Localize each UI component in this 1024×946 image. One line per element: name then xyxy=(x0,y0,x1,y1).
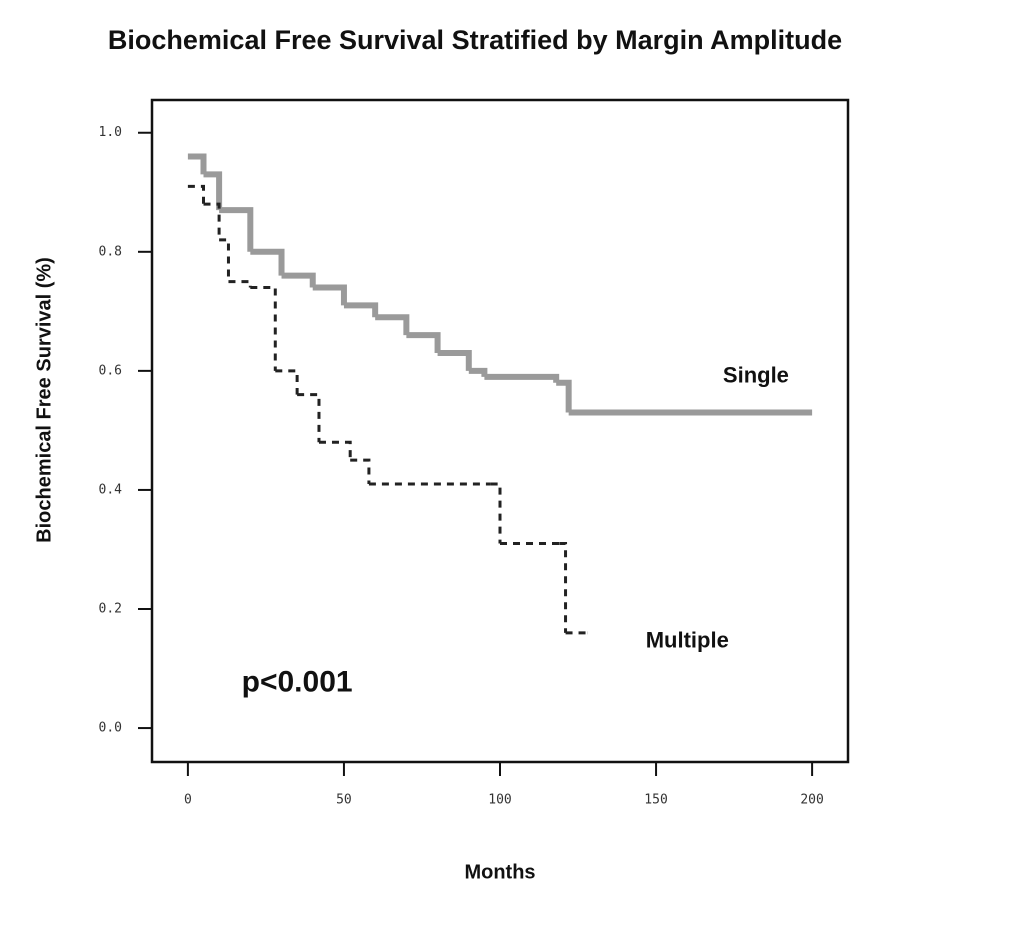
survival-step xyxy=(250,286,277,371)
x-tick-label: 0 xyxy=(184,793,192,808)
y-tick-label: 1.0 xyxy=(99,125,122,140)
survival-step xyxy=(187,184,205,205)
survival-step xyxy=(250,248,285,276)
survival-step xyxy=(312,284,347,306)
survival-step xyxy=(297,393,321,443)
x-tick-label: 200 xyxy=(800,793,823,808)
survival-step xyxy=(228,280,252,288)
y-axis-label: Biochemical Free Survival (%) xyxy=(33,257,55,543)
chart-title: Biochemical Free Survival Stratified by … xyxy=(108,25,842,55)
survival-step xyxy=(350,458,371,484)
survival-step xyxy=(187,153,207,175)
annotation: Multiple xyxy=(646,628,729,653)
annotation: Single xyxy=(723,363,789,388)
survival-step xyxy=(406,332,441,354)
plot-frame xyxy=(150,98,850,764)
y-tick-label: 0.2 xyxy=(99,602,122,617)
survival-step xyxy=(275,369,299,395)
survival-step xyxy=(219,238,230,282)
survival-step xyxy=(556,379,572,413)
survival-step xyxy=(318,440,352,461)
y-tick-label: 0.8 xyxy=(99,244,122,259)
x-axis-label: Months xyxy=(464,861,535,883)
survival-step xyxy=(281,272,316,288)
y-tick-label: 0.4 xyxy=(99,482,123,497)
survival-step xyxy=(437,350,472,371)
survival-step xyxy=(203,171,223,211)
survival-step xyxy=(343,302,379,318)
survival-step xyxy=(219,207,254,252)
y-tick-label: 0.0 xyxy=(99,721,122,736)
survival-step xyxy=(484,373,560,383)
x-tick-label: 50 xyxy=(336,793,352,808)
survival-step xyxy=(375,314,410,336)
survival-step xyxy=(490,482,502,544)
survival-step xyxy=(559,542,568,633)
annotation: p<0.001 xyxy=(242,665,353,698)
survival-step xyxy=(203,202,221,240)
x-tick-label: 150 xyxy=(644,793,667,808)
y-tick-label: 0.6 xyxy=(99,363,122,378)
x-tick-label: 100 xyxy=(488,793,511,808)
survival-step xyxy=(468,367,488,377)
